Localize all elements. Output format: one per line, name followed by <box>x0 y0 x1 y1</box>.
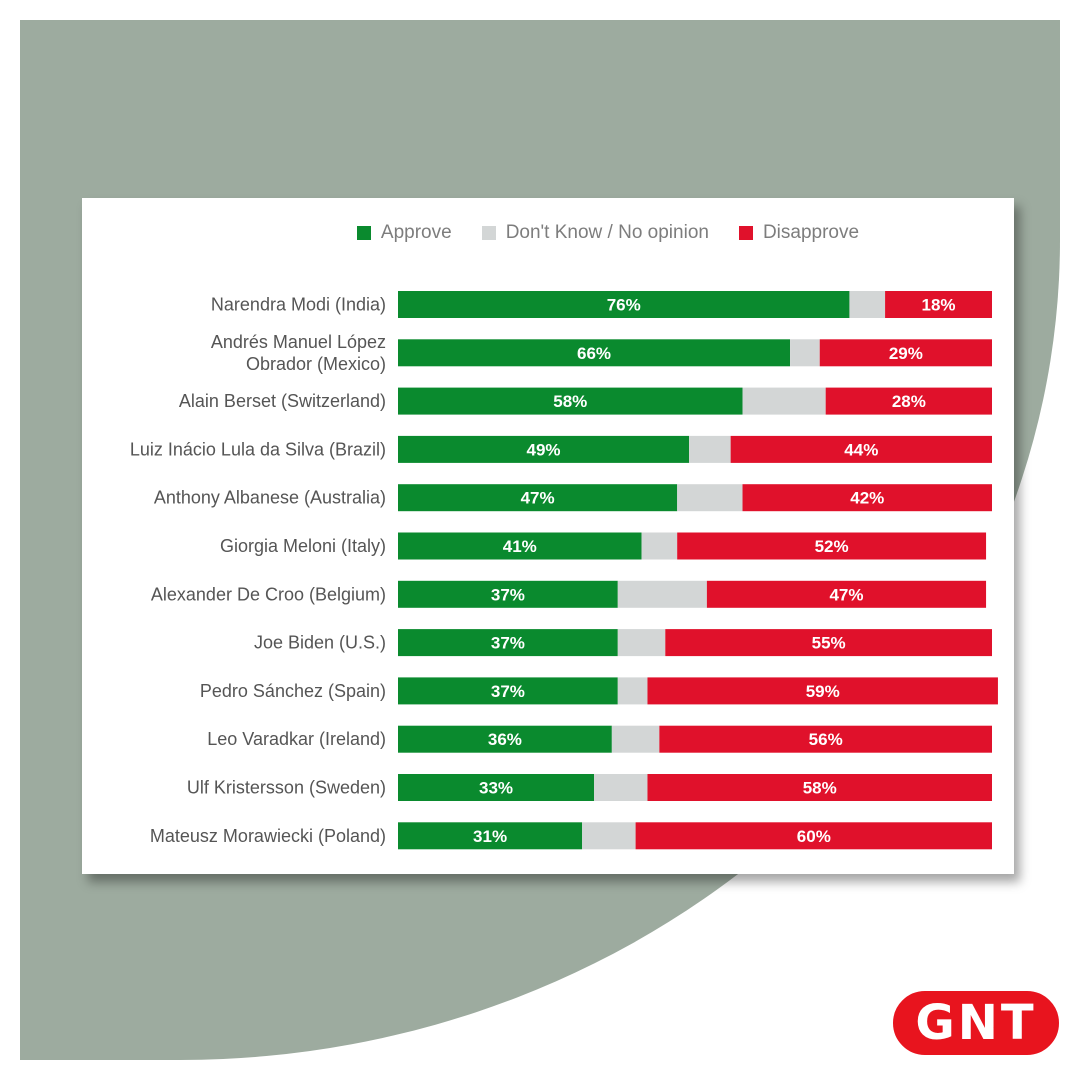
bar-segment-approve <box>398 387 743 415</box>
bar-segment-dont-know <box>617 580 707 608</box>
disapprove-value-label: 18% <box>922 296 956 315</box>
bar-segment-disapprove <box>742 484 992 512</box>
category-label: Andrés Manuel López <box>211 332 386 352</box>
gnt-logo-text: GNT <box>915 995 1037 1051</box>
bar-segment-disapprove <box>665 629 992 657</box>
bar-segment-disapprove <box>647 774 992 801</box>
approve-value-label: 33% <box>479 779 513 798</box>
approve-value-label: 31% <box>473 827 507 846</box>
disapprove-value-label: 44% <box>844 440 878 459</box>
bar-segment-approve <box>398 339 791 367</box>
stacked-bar-chart: Narendra Modi (India) 76% 18% Andrés Manuel… <box>130 291 998 850</box>
legend-label-dont-know: Don't Know / No opinion <box>505 222 709 243</box>
bar-segment-dont-know <box>617 677 648 705</box>
bar-segment-disapprove <box>825 387 992 415</box>
category-label: Narendra Modi (India) <box>211 295 386 315</box>
bar-segment-approve <box>398 725 612 753</box>
approve-value-label: 47% <box>521 489 555 508</box>
bar-segment-disapprove <box>706 580 987 608</box>
bar-segment-disapprove <box>659 725 992 753</box>
legend-swatch-dont-know <box>481 226 496 240</box>
disapprove-value-label: 55% <box>812 634 846 653</box>
chart-legend: Approve Don't Know / No opinion Disappro… <box>82 222 1014 244</box>
approve-value-label: 58% <box>553 392 587 411</box>
bar-segment-disapprove <box>885 291 992 318</box>
bar-segment-disapprove <box>677 532 987 560</box>
category-label: Luiz Inácio Lula da Silva (Brazil) <box>130 439 386 459</box>
category-label: Leo Varadkar (Ireland) <box>207 729 386 749</box>
category-label: Giorgia Meloni (Italy) <box>220 536 386 556</box>
bar-segment-disapprove <box>730 435 992 463</box>
bar-segment-approve <box>398 774 595 801</box>
bar-segment-dont-know <box>790 339 820 367</box>
category-label: Alain Berset (Switzerland) <box>179 391 386 411</box>
bar-segment-approve <box>398 435 690 463</box>
category-label: Joe Biden (U.S.) <box>254 633 386 653</box>
legend-item-approve: Approve <box>356 222 452 244</box>
disapprove-value-label: 47% <box>829 585 863 604</box>
category-label: Alexander De Croo (Belgium) <box>151 584 386 604</box>
approve-value-label: 49% <box>527 440 561 459</box>
legend-label-approve: Approve <box>380 222 452 243</box>
bar-segment-dont-know <box>594 774 648 801</box>
bar-segment-dont-know <box>677 484 743 512</box>
bar-segment-approve <box>398 677 618 705</box>
disapprove-value-label: 29% <box>889 344 923 363</box>
disapprove-value-label: 42% <box>850 489 884 508</box>
disapprove-value-label: 59% <box>806 682 840 701</box>
category-label: Obrador (Mexico) <box>246 354 386 374</box>
category-label: Pedro Sánchez (Spain) <box>200 681 386 701</box>
category-label: Mateusz Morawiecki (Poland) <box>150 826 386 846</box>
approve-value-label: 66% <box>577 344 611 363</box>
bar-segment-approve <box>398 629 618 657</box>
bar-segment-dont-know <box>641 532 678 560</box>
approve-value-label: 37% <box>491 634 525 653</box>
chart-card: Approve Don't Know / No opinion Disappro… <box>82 198 1014 874</box>
bar-segment-approve <box>398 822 583 850</box>
disapprove-value-label: 60% <box>797 827 831 846</box>
bar-segment-dont-know <box>742 387 826 415</box>
bar-segment-disapprove <box>819 339 992 367</box>
approve-value-label: 36% <box>488 730 522 749</box>
bar-segment-dont-know <box>617 629 666 657</box>
disapprove-value-label: 52% <box>815 537 849 556</box>
approve-value-label: 76% <box>607 296 641 315</box>
bar-segment-dont-know <box>611 725 660 753</box>
bar-segment-approve <box>398 532 642 560</box>
bar-segment-dont-know <box>849 291 886 318</box>
disapprove-value-label: 56% <box>809 730 843 749</box>
bar-segment-approve <box>398 291 850 318</box>
bar-segment-disapprove <box>647 677 998 705</box>
legend-swatch-approve <box>356 226 371 240</box>
bar-segment-dont-know <box>689 435 731 463</box>
gnt-logo: GNT <box>890 988 1062 1058</box>
approve-value-label: 37% <box>491 682 525 701</box>
category-label: Anthony Albanese (Australia) <box>154 488 386 508</box>
legend-item-dont-know: Don't Know / No opinion <box>481 222 709 244</box>
approve-value-label: 41% <box>503 537 537 556</box>
bar-segment-disapprove <box>635 822 992 850</box>
approve-value-label: 37% <box>491 585 525 604</box>
bar-segment-dont-know <box>582 822 636 850</box>
legend-label-disapprove: Disapprove <box>762 222 860 243</box>
bar-segment-approve <box>398 580 618 608</box>
category-label: Ulf Kristersson (Sweden) <box>187 778 386 798</box>
disapprove-value-label: 58% <box>803 779 837 798</box>
disapprove-value-label: 28% <box>892 392 926 411</box>
legend-swatch-disapprove <box>738 226 753 240</box>
legend-item-disapprove: Disapprove <box>738 222 860 244</box>
bar-segment-approve <box>398 484 678 512</box>
